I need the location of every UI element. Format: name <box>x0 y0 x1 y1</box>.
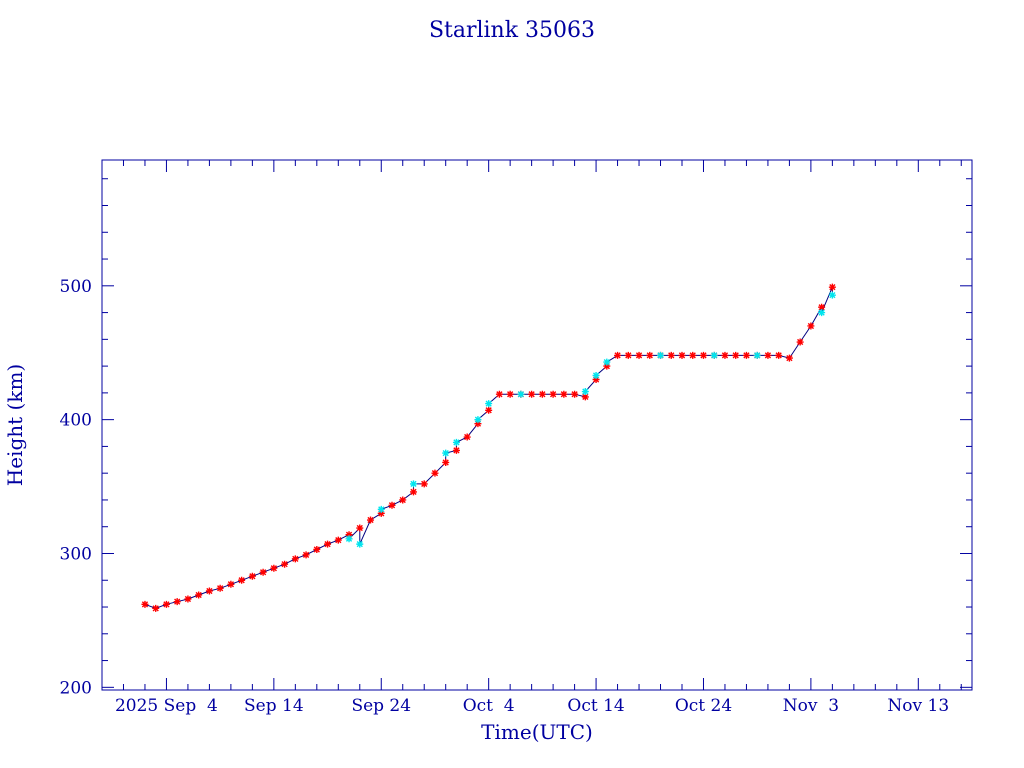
red-data-point <box>581 393 589 401</box>
red-data-point <box>377 509 385 517</box>
red-data-point <box>141 600 149 608</box>
series-line <box>144 286 833 609</box>
red-data-point <box>463 433 471 441</box>
x-tick-label: Oct 4 <box>463 696 515 716</box>
red-data-point <box>345 531 353 539</box>
y-tick-label: 400 <box>60 411 92 431</box>
red-data-point <box>227 580 235 588</box>
y-axis-ticks: 200 300 400 500 <box>60 178 972 698</box>
red-data-point <box>506 390 514 398</box>
cyan-data-point <box>442 449 450 457</box>
red-data-point <box>614 351 622 359</box>
cyan-data-point <box>474 416 482 424</box>
red-data-point <box>807 322 815 330</box>
red-data-point <box>399 496 407 504</box>
red-data-point <box>216 584 224 592</box>
x-tick-label: Sep 24 <box>351 696 411 716</box>
red-data-point <box>549 390 557 398</box>
cyan-data-point <box>657 351 665 359</box>
red-data-point <box>184 595 192 603</box>
red-data-point <box>442 458 450 466</box>
red-data-point <box>367 516 375 524</box>
red-data-point <box>270 564 278 572</box>
red-data-point <box>603 362 611 370</box>
cyan-data-point <box>603 358 611 366</box>
series-layer <box>141 283 836 612</box>
red-data-point <box>689 351 697 359</box>
red-data-point <box>238 576 246 584</box>
x-axis-ticks: 2025 Sep 4 Sep 14 Sep 24 Oct 4 Oct 14 Oct 24 N… <box>101 160 962 716</box>
red-data-point <box>560 390 568 398</box>
cyan-data-point <box>710 351 718 359</box>
red-data-point <box>388 501 396 509</box>
cyan-data-point <box>517 390 525 398</box>
cyan-data-point <box>485 400 493 408</box>
cyan-data-point <box>753 351 761 359</box>
red-data-point <box>162 600 170 608</box>
x-tick-label: Oct 14 <box>567 696 624 716</box>
chart-title: Starlink 35063 <box>429 18 595 43</box>
cyan-data-point <box>828 291 836 299</box>
y-tick-label: 300 <box>60 544 92 564</box>
red-data-point <box>785 354 793 362</box>
red-data-point <box>721 351 729 359</box>
red-data-point <box>420 480 428 488</box>
red-data-point <box>667 351 675 359</box>
red-data-point <box>635 351 643 359</box>
red-data-point <box>409 488 417 496</box>
red-data-point <box>195 591 203 599</box>
red-data-point <box>495 390 503 398</box>
cyan-data-point <box>345 535 353 543</box>
x-tick-label: 2025 Sep 4 <box>115 696 218 716</box>
x-tick-label: Nov 3 <box>783 696 839 716</box>
red-data-point <box>742 351 750 359</box>
red-data-point <box>485 406 493 414</box>
cyan-data-point <box>452 438 460 446</box>
red-data-point <box>828 283 836 291</box>
x-axis-label: Time(UTC) <box>481 720 593 744</box>
cyan-data-point <box>592 371 600 379</box>
red-data-point <box>291 555 299 563</box>
red-data-point <box>764 351 772 359</box>
red-data-point <box>699 351 707 359</box>
red-data-point <box>452 446 460 454</box>
red-data-point <box>152 604 160 612</box>
red-data-point <box>796 338 804 346</box>
red-data-point <box>592 375 600 383</box>
red-data-point <box>356 524 364 532</box>
red-data-point <box>205 587 213 595</box>
x-tick-label: Nov 13 <box>887 696 949 716</box>
x-tick-label: Oct 24 <box>675 696 732 716</box>
red-data-point <box>732 351 740 359</box>
red-data-point <box>646 351 654 359</box>
y-tick-label: 500 <box>60 277 92 297</box>
red-data-point <box>302 551 310 559</box>
red-data-point <box>775 351 783 359</box>
red-data-point <box>248 572 256 580</box>
y-axis-label: Height (km) <box>3 364 27 486</box>
red-data-point <box>538 390 546 398</box>
red-data-point <box>334 536 342 544</box>
red-data-point <box>173 598 181 606</box>
y-tick-label: 200 <box>60 678 92 698</box>
cyan-data-point <box>818 309 826 317</box>
cyan-data-point <box>356 540 364 548</box>
red-data-point <box>313 545 321 553</box>
cyan-data-point <box>409 480 417 488</box>
red-data-point <box>678 351 686 359</box>
red-data-point <box>324 540 332 548</box>
cyan-data-point <box>581 388 589 396</box>
cyan-data-point <box>377 505 385 513</box>
red-data-point <box>281 560 289 568</box>
red-data-point <box>624 351 632 359</box>
plot-frame <box>101 159 973 691</box>
red-data-point <box>431 469 439 477</box>
red-data-point <box>571 390 579 398</box>
x-tick-label: Sep 14 <box>244 696 304 716</box>
red-data-point <box>474 420 482 428</box>
red-data-point <box>259 568 267 576</box>
red-data-point <box>818 303 826 311</box>
red-data-point <box>528 390 536 398</box>
